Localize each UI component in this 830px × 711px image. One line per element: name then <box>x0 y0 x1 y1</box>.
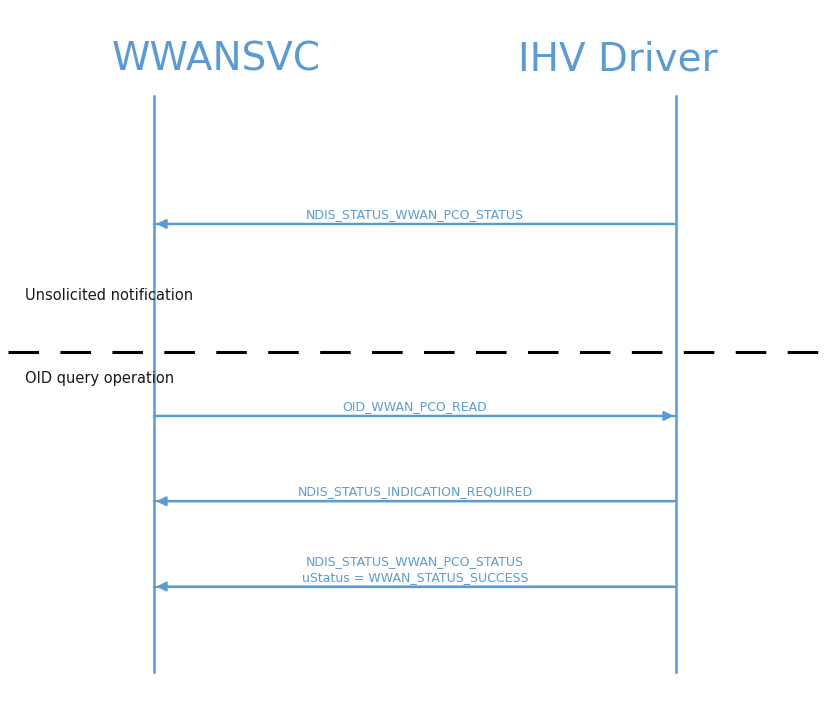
Text: IHV Driver: IHV Driver <box>518 41 718 78</box>
Text: NDIS_STATUS_WWAN_PCO_STATUS: NDIS_STATUS_WWAN_PCO_STATUS <box>306 208 524 221</box>
Text: Unsolicited notification: Unsolicited notification <box>25 287 193 303</box>
Text: NDIS_STATUS_WWAN_PCO_STATUS
uStatus = WWAN_STATUS_SUCCESS: NDIS_STATUS_WWAN_PCO_STATUS uStatus = WW… <box>302 555 528 584</box>
Text: NDIS_STATUS_INDICATION_REQUIRED: NDIS_STATUS_INDICATION_REQUIRED <box>297 486 533 498</box>
Text: WWANSVC: WWANSVC <box>112 41 321 78</box>
Text: OID query operation: OID query operation <box>25 370 174 386</box>
Text: OID_WWAN_PCO_READ: OID_WWAN_PCO_READ <box>343 400 487 413</box>
